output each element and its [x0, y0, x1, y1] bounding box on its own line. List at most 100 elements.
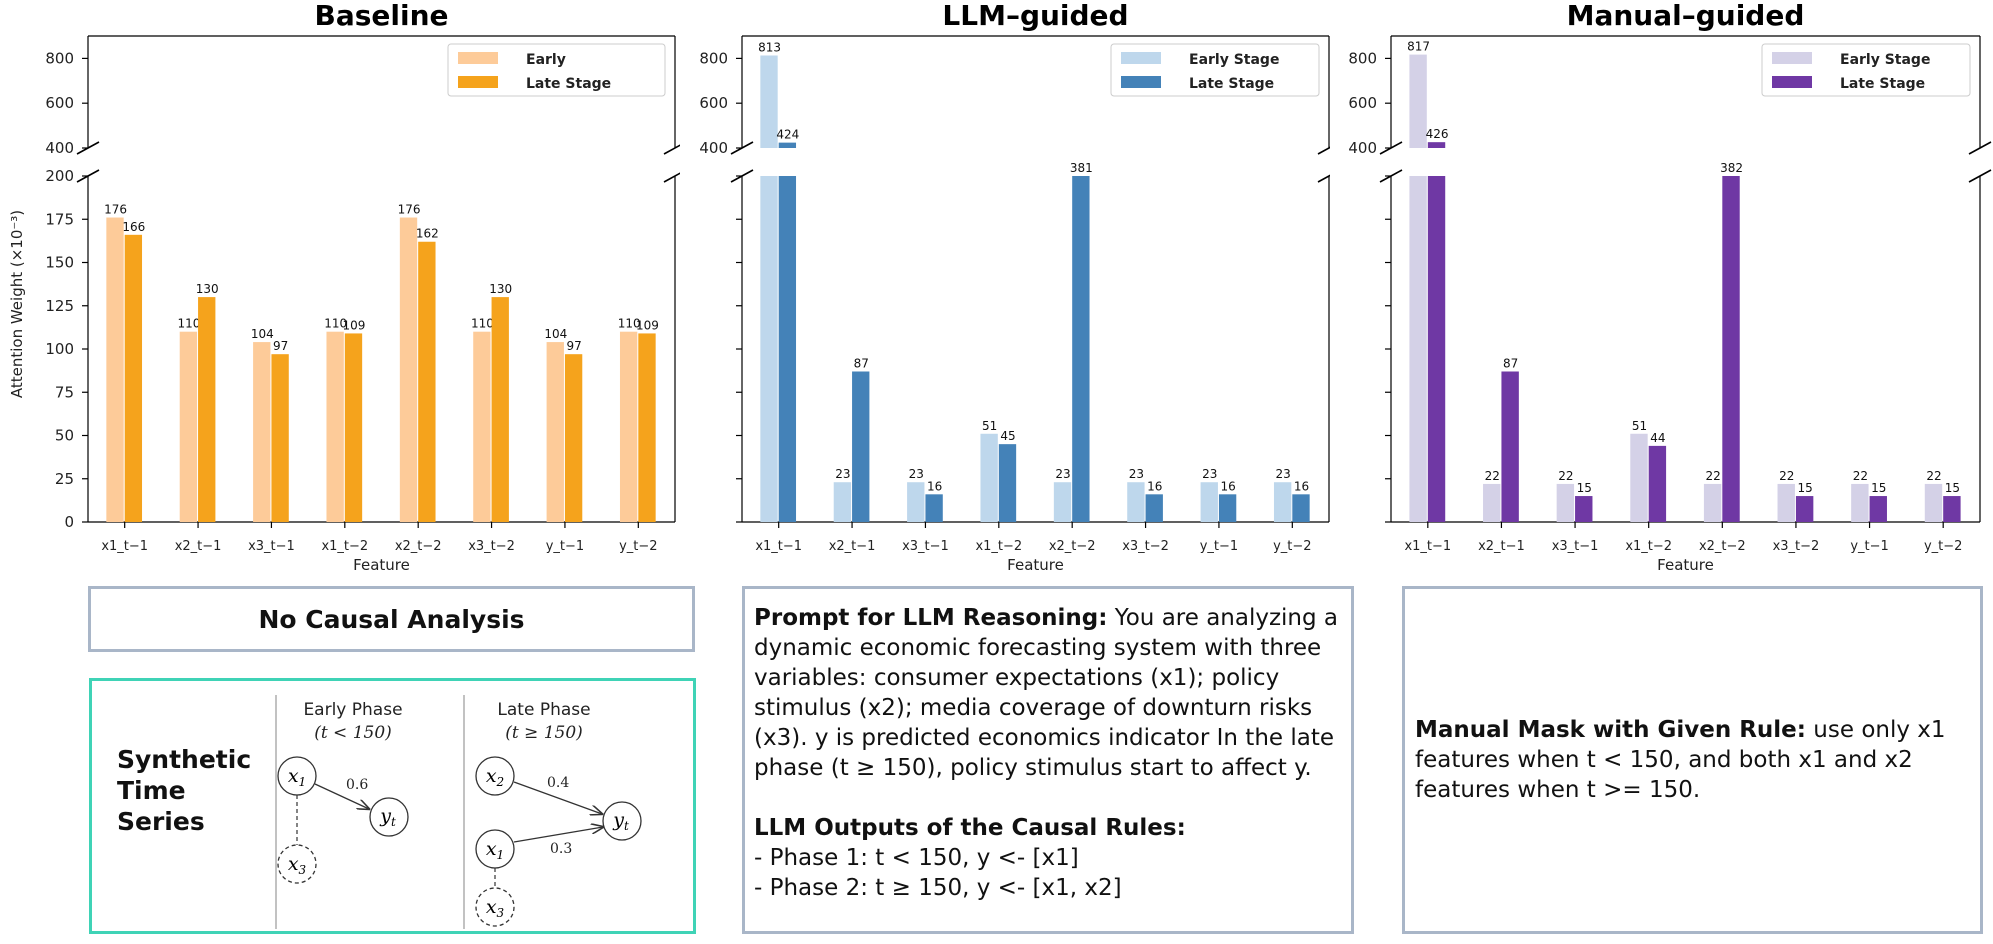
data-label: 424: [776, 128, 799, 142]
bar-early: [833, 482, 852, 522]
bar-early: [1556, 483, 1575, 522]
llm-guided-chart: LLM–guided 400 600 800 x1_t−1 813 424 x2_t−1 23 8…: [699, 0, 1330, 574]
llm-rule-phase-1: - Phase 1: t < 150, y <- [x1]: [754, 845, 1079, 871]
data-label: 104: [251, 327, 274, 341]
bar-late: [1218, 494, 1237, 522]
bar-late-upper: [778, 142, 797, 148]
bar-early: [1924, 483, 1943, 522]
bar-late: [124, 234, 143, 522]
legend-label: Early Stage: [1189, 52, 1279, 68]
axis-break-mark: [1968, 169, 1992, 183]
no-causal-analysis-box: No Causal Analysis: [88, 586, 695, 652]
data-label: 130: [196, 282, 219, 296]
legend-box: [1110, 43, 1320, 97]
manual-guided-chart: Manual–guided 400 600 800 x1_t−1 817 426 x2_t−1…: [1348, 0, 1992, 574]
legend-swatch: [1121, 52, 1161, 64]
bar-early: [1483, 483, 1501, 522]
y-axis-label: Attention Weight (×10⁻³): [8, 210, 26, 398]
data-label: 817: [1407, 40, 1430, 54]
data-label: 87: [854, 356, 869, 370]
edge-x1-yt-early: [314, 783, 369, 809]
y-tick-label: 175: [45, 210, 74, 228]
node-yt-early: [369, 797, 409, 837]
bar-early: [253, 342, 271, 522]
x-tick-label: y_t−2: [619, 539, 657, 554]
data-label: 110: [471, 317, 494, 331]
edge-x1-yt-late: [513, 827, 603, 843]
x-tick-label: y_t−1: [546, 539, 584, 554]
data-label: 426: [1426, 127, 1449, 141]
bar-early: [619, 331, 638, 522]
data-label: 15: [1945, 481, 1960, 495]
bar-early: [1630, 433, 1648, 522]
bar-early: [980, 433, 998, 522]
legend-swatch: [458, 76, 498, 88]
y-tick-label: 800: [45, 49, 74, 67]
early-phase-title: Early Phase: [303, 700, 402, 720]
x-tick-label: x1_t−1: [755, 539, 802, 554]
bar-late: [271, 354, 289, 522]
axis-break-mark: [663, 172, 680, 183]
legend-label: Early: [526, 52, 566, 68]
x-axis-label: Feature: [1657, 556, 1714, 574]
bar-late: [1648, 445, 1667, 522]
bar-early-upper: [760, 55, 778, 148]
chart-title: Baseline: [314, 0, 448, 32]
data-label: 97: [566, 339, 581, 353]
bar-early: [1851, 483, 1869, 522]
axis-break-mark: [1317, 146, 1330, 155]
data-label: 382: [1720, 161, 1743, 175]
data-label: 23: [909, 467, 924, 481]
y-tick-label: 400: [699, 139, 728, 157]
chart-title: Manual–guided: [1567, 0, 1805, 32]
bar-late-upper: [1427, 142, 1446, 148]
x-tick-label: x3_t−1: [902, 539, 949, 554]
data-label: 15: [1871, 481, 1886, 495]
node-x3-early: [277, 844, 317, 884]
axis-break-mark: [663, 144, 680, 155]
x-tick-label: x2_t−2: [395, 539, 442, 554]
bar-late: [1575, 496, 1593, 522]
data-label: 97: [273, 339, 288, 353]
late-phase-condition: (t ≥ 150): [505, 723, 583, 743]
bar-early: [1053, 482, 1072, 522]
chart-title: LLM–guided: [942, 0, 1128, 32]
late-phase-title: Late Phase: [497, 700, 590, 720]
legend-box: [1761, 43, 1971, 97]
bar-late: [418, 241, 436, 523]
data-label: 22: [1779, 469, 1794, 483]
edge-weight-late-x2: 0.4: [547, 775, 569, 791]
axis-break-mark: [1968, 141, 1992, 155]
x-tick-label: y_t−2: [1273, 539, 1311, 554]
data-label: 813: [758, 40, 781, 54]
bar-late: [1722, 176, 1740, 522]
legend-label: Late Stage: [1840, 76, 1925, 92]
y-tick-label: 600: [45, 94, 74, 112]
y-tick-label: 125: [45, 297, 74, 315]
data-label: 110: [618, 317, 641, 331]
synthetic-time-series-box: Synthetic Time Series Early Phase (t < 1…: [89, 678, 696, 934]
data-label: 109: [343, 318, 366, 332]
x-tick-label: x2_t−1: [175, 539, 222, 554]
data-label: 44: [1650, 431, 1665, 445]
x-tick-label: x3_t−2: [1773, 539, 1820, 554]
x-tick-label: x2_t−1: [1478, 539, 1525, 554]
x-axis-label: Feature: [1007, 556, 1064, 574]
bar-early: [106, 217, 124, 522]
x-tick-label: x1_t−2: [975, 539, 1022, 554]
bar-early: [1200, 482, 1218, 522]
x-tick-label: x3_t−2: [468, 539, 515, 554]
bar-late: [198, 297, 216, 522]
x-tick-label: x1_t−1: [1404, 539, 1451, 554]
bar-late: [1072, 176, 1090, 522]
y-tick-label: 50: [55, 427, 74, 445]
bar-late: [1292, 494, 1310, 522]
data-label: 23: [1055, 467, 1070, 481]
legend-label: Early Stage: [1840, 52, 1930, 68]
data-label: 104: [544, 327, 567, 341]
data-label: 130: [489, 282, 512, 296]
llm-outputs-heading: LLM Outputs of the Causal Rules:: [754, 815, 1186, 841]
bar-late: [1427, 176, 1446, 522]
bar-early: [1777, 483, 1795, 522]
legend-swatch: [1772, 76, 1812, 88]
